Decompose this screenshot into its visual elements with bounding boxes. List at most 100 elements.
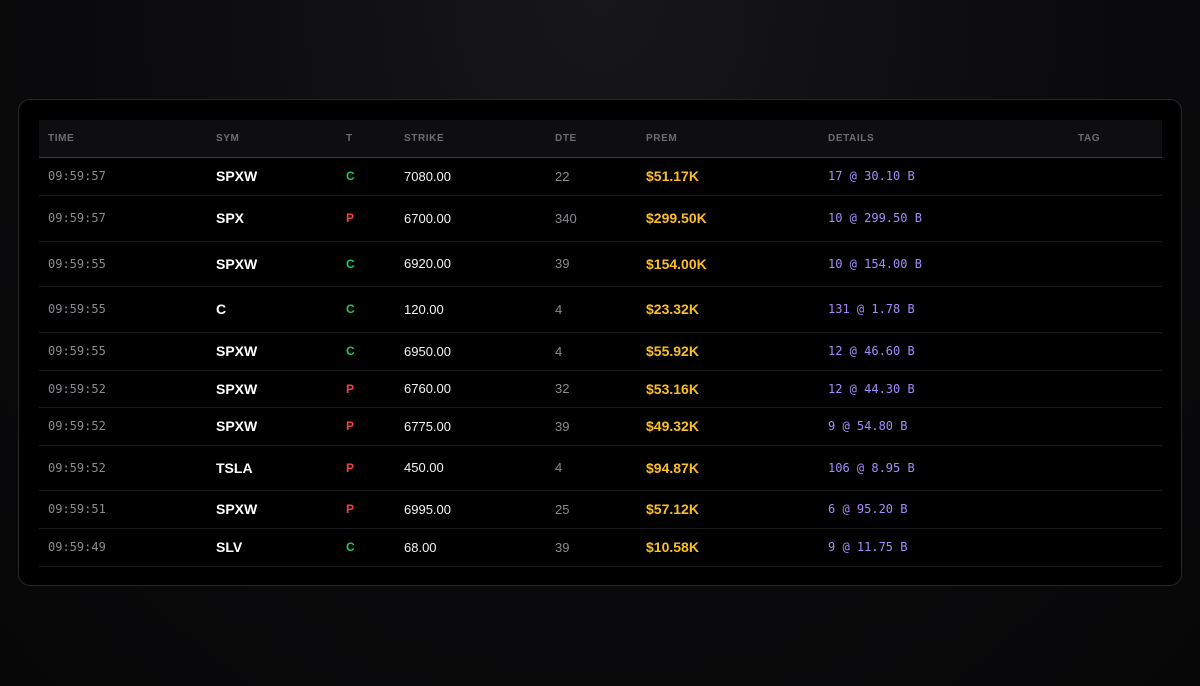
dte-cell: 4 <box>546 286 637 333</box>
options-flow-table: TIME SYM T STRIKE DTE PREM DETAILS TAG 0… <box>39 120 1162 567</box>
symbol-cell: SPXW <box>207 332 337 371</box>
symbol-cell: SPXW <box>207 407 337 446</box>
strike-cell: 6700.00 <box>395 195 546 242</box>
tag-cell <box>1069 157 1162 196</box>
symbol-cell: SPXW <box>207 370 337 408</box>
time-cell: 09:59:51 <box>39 490 207 529</box>
time-cell: 09:59:55 <box>39 332 207 371</box>
type-cell: C <box>337 332 395 371</box>
strike-cell: 450.00 <box>395 445 546 491</box>
premium-cell: $23.32K <box>637 286 819 333</box>
type-cell: P <box>337 445 395 491</box>
type-cell: P <box>337 490 395 529</box>
strike-cell: 6995.00 <box>395 490 546 529</box>
details-cell: 12 @ 46.60 B <box>819 332 1069 371</box>
type-cell: C <box>337 157 395 196</box>
column-header-details[interactable]: DETAILS <box>819 120 1069 158</box>
details-cell: 131 @ 1.78 B <box>819 286 1069 333</box>
time-cell: 09:59:55 <box>39 241 207 287</box>
column-header-prem[interactable]: PREM <box>637 120 819 158</box>
dte-cell: 340 <box>546 195 637 242</box>
type-cell: P <box>337 407 395 446</box>
header-row: TIME SYM T STRIKE DTE PREM DETAILS TAG <box>39 120 1162 158</box>
table-row[interactable]: 09:59:52 TSLA P 450.00 4 $94.87K 106 @ 8… <box>39 445 1162 491</box>
table-row[interactable]: 09:59:57 SPX P 6700.00 340 $299.50K 10 @… <box>39 195 1162 242</box>
premium-cell: $299.50K <box>637 195 819 242</box>
type-cell: P <box>337 195 395 242</box>
time-cell: 09:59:57 <box>39 157 207 196</box>
premium-cell: $55.92K <box>637 332 819 371</box>
time-cell: 09:59:55 <box>39 286 207 333</box>
table-row[interactable]: 09:59:55 SPXW C 6920.00 39 $154.00K 10 @… <box>39 241 1162 287</box>
table-row[interactable]: 09:59:57 SPXW C 7080.00 22 $51.17K 17 @ … <box>39 157 1162 196</box>
type-cell: P <box>337 370 395 408</box>
table-row[interactable]: 09:59:51 SPXW P 6995.00 25 $57.12K 6 @ 9… <box>39 490 1162 529</box>
time-cell: 09:59:57 <box>39 195 207 242</box>
column-header-sym[interactable]: SYM <box>207 120 337 158</box>
dte-cell: 39 <box>546 528 637 567</box>
premium-cell: $57.12K <box>637 490 819 529</box>
symbol-cell: SPXW <box>207 490 337 529</box>
dte-cell: 25 <box>546 490 637 529</box>
symbol-cell: SLV <box>207 528 337 567</box>
premium-cell: $49.32K <box>637 407 819 446</box>
details-cell: 9 @ 11.75 B <box>819 528 1069 567</box>
time-cell: 09:59:52 <box>39 370 207 408</box>
tag-cell <box>1069 445 1162 491</box>
column-header-time[interactable]: TIME <box>39 120 207 158</box>
dte-cell: 4 <box>546 445 637 491</box>
type-cell: C <box>337 241 395 287</box>
tag-cell <box>1069 195 1162 242</box>
dte-cell: 39 <box>546 407 637 446</box>
strike-cell: 6920.00 <box>395 241 546 287</box>
strike-cell: 68.00 <box>395 528 546 567</box>
tag-cell <box>1069 332 1162 371</box>
details-cell: 9 @ 54.80 B <box>819 407 1069 446</box>
column-header-type[interactable]: T <box>337 120 395 158</box>
flow-panel: TIME SYM T STRIKE DTE PREM DETAILS TAG 0… <box>18 99 1182 586</box>
details-cell: 17 @ 30.10 B <box>819 157 1069 196</box>
table-body: 09:59:57 SPXW C 7080.00 22 $51.17K 17 @ … <box>39 157 1162 567</box>
tag-cell <box>1069 370 1162 408</box>
column-header-dte[interactable]: DTE <box>546 120 637 158</box>
strike-cell: 6950.00 <box>395 332 546 371</box>
tag-cell <box>1069 286 1162 333</box>
details-cell: 6 @ 95.20 B <box>819 490 1069 529</box>
premium-cell: $154.00K <box>637 241 819 287</box>
premium-cell: $53.16K <box>637 370 819 408</box>
dte-cell: 39 <box>546 241 637 287</box>
time-cell: 09:59:52 <box>39 407 207 446</box>
strike-cell: 120.00 <box>395 286 546 333</box>
type-cell: C <box>337 528 395 567</box>
table-row[interactable]: 09:59:49 SLV C 68.00 39 $10.58K 9 @ 11.7… <box>39 528 1162 567</box>
time-cell: 09:59:52 <box>39 445 207 491</box>
tag-cell <box>1069 241 1162 287</box>
column-header-strike[interactable]: STRIKE <box>395 120 546 158</box>
details-cell: 10 @ 299.50 B <box>819 195 1069 242</box>
details-cell: 12 @ 44.30 B <box>819 370 1069 408</box>
symbol-cell: SPXW <box>207 157 337 196</box>
symbol-cell: SPXW <box>207 241 337 287</box>
time-cell: 09:59:49 <box>39 528 207 567</box>
symbol-cell: C <box>207 286 337 333</box>
symbol-cell: TSLA <box>207 445 337 491</box>
tag-cell <box>1069 407 1162 446</box>
dte-cell: 32 <box>546 370 637 408</box>
tag-cell <box>1069 528 1162 567</box>
dte-cell: 4 <box>546 332 637 371</box>
table-row[interactable]: 09:59:52 SPXW P 6760.00 32 $53.16K 12 @ … <box>39 370 1162 408</box>
column-header-tag[interactable]: TAG <box>1069 120 1162 158</box>
strike-cell: 7080.00 <box>395 157 546 196</box>
symbol-cell: SPX <box>207 195 337 242</box>
premium-cell: $10.58K <box>637 528 819 567</box>
table-row[interactable]: 09:59:52 SPXW P 6775.00 39 $49.32K 9 @ 5… <box>39 407 1162 446</box>
strike-cell: 6760.00 <box>395 370 546 408</box>
table-header: TIME SYM T STRIKE DTE PREM DETAILS TAG <box>39 120 1162 158</box>
table-row[interactable]: 09:59:55 C C 120.00 4 $23.32K 131 @ 1.78… <box>39 286 1162 333</box>
strike-cell: 6775.00 <box>395 407 546 446</box>
tag-cell <box>1069 490 1162 529</box>
table-row[interactable]: 09:59:55 SPXW C 6950.00 4 $55.92K 12 @ 4… <box>39 332 1162 371</box>
type-cell: C <box>337 286 395 333</box>
dte-cell: 22 <box>546 157 637 196</box>
details-cell: 106 @ 8.95 B <box>819 445 1069 491</box>
